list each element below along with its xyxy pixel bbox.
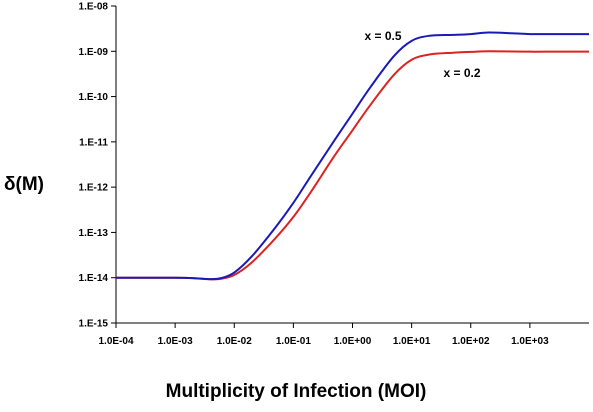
x-tick-label: 1.0E+03 <box>511 336 549 347</box>
x-tick-label: 1.0E-03 <box>158 336 193 347</box>
annotation-layer: x = 0.5 x = 0.2 <box>364 29 480 80</box>
y-tick-label: 1.E-15 <box>79 319 109 330</box>
y-tick-label: 1.E-10 <box>79 92 109 103</box>
x-tick-label: 1.0E-02 <box>217 336 252 347</box>
series-annotation: x = 0.5 <box>364 29 401 43</box>
x-axis-label: Multiplicity of Infection (MOI) <box>166 381 427 402</box>
y-tick-label: 1.E-11 <box>79 137 108 148</box>
x-tick-label: 1.0E-01 <box>276 336 311 347</box>
y-tick-label: 1.E-14 <box>79 273 109 284</box>
x-tick-label: 1.0E-04 <box>98 336 133 347</box>
y-tick-label: 1.E-09 <box>79 47 109 58</box>
y-tick-label: 1.E-12 <box>79 183 109 194</box>
y-tick-label: 1.E-13 <box>79 228 109 239</box>
x-tick-label: 1.0E+02 <box>452 336 490 347</box>
y-axis-ticks: 1.E-15 1.E-14 1.E-13 1.E-12 1.E-11 1.E-10 1.E-… <box>79 2 116 330</box>
y-axis-label: δ(M) <box>4 174 44 195</box>
x-tick-label: 1.0E+01 <box>393 336 431 347</box>
y-tick-label: 1.E-08 <box>79 2 109 13</box>
series-annotation: x = 0.2 <box>443 66 480 80</box>
series-layer <box>116 31 589 281</box>
series-line-x-0-5 <box>116 31 589 281</box>
x-tick-label: 1.0E+00 <box>334 336 372 347</box>
series-line-x-0-2 <box>116 50 589 281</box>
x-axis-ticks: 1.0E-04 1.0E-03 1.0E-02 1.0E-01 1.0E+00 1.0E+… <box>98 323 549 347</box>
